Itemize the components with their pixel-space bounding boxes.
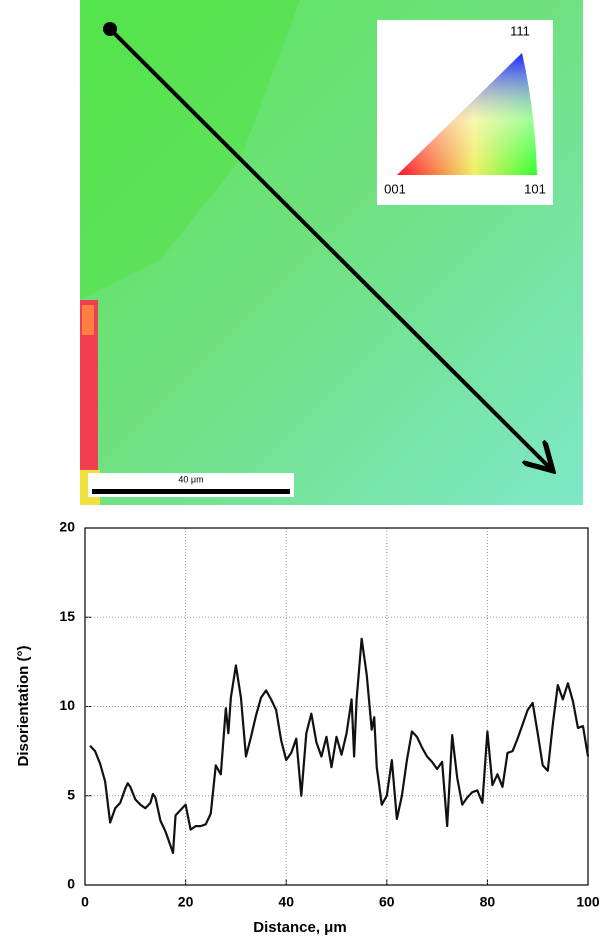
plot-frame	[84, 527, 589, 886]
x-tick-label: 40	[278, 894, 294, 910]
ipf-triangle-shade	[397, 53, 537, 175]
inset-label: 111	[510, 23, 530, 38]
x-tick-label: 100	[576, 894, 600, 910]
x-tick-label: 60	[379, 894, 395, 910]
y-tick-label: 5	[67, 786, 75, 802]
inset-label: 101	[524, 181, 546, 196]
scale-bar	[92, 489, 290, 494]
x-tick-label: 0	[81, 894, 89, 910]
grain-region	[80, 0, 300, 300]
scale-label: 40 μm	[178, 474, 203, 484]
profile-arrow	[108, 27, 550, 468]
x-tick-label: 20	[178, 894, 194, 910]
grain-edge	[80, 300, 98, 490]
y-tick-label: 10	[59, 697, 75, 713]
data-line	[89, 637, 590, 854]
y-tick-label: 0	[67, 876, 75, 892]
x-axis-title: Distance, μm	[253, 919, 346, 936]
grain-edge	[82, 305, 94, 335]
orientation-map: 40 μm 111 001 101	[80, 0, 583, 505]
y-tick-label: 15	[59, 608, 75, 624]
y-tick-label: 20	[59, 519, 75, 535]
x-tick-label: 80	[480, 894, 496, 910]
inset-label: 001	[384, 181, 406, 196]
y-axis-title: Disorientation (°)	[15, 645, 32, 766]
line-chart: Distance, μm Disorientation (°) 0 5 10 15 20…	[15, 519, 600, 936]
